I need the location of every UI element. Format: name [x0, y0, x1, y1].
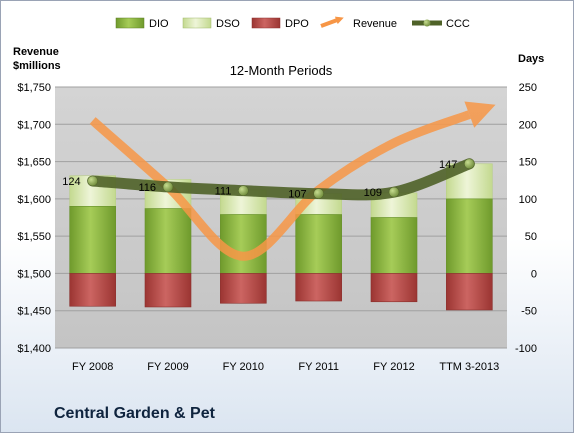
right-tick-label: 100 — [519, 194, 537, 206]
ccc-data-label: 124 — [62, 176, 80, 188]
right-tick-label: 150 — [519, 157, 537, 169]
ccc-line — [87, 158, 475, 201]
bar-dio — [370, 217, 418, 274]
bar-dpo — [295, 273, 342, 302]
ccc-data-label: 116 — [138, 182, 156, 194]
legend-label-ccc: CCC — [446, 18, 470, 30]
bar-dio — [295, 214, 342, 274]
gridlines — [55, 86, 507, 349]
legend-label-revenue: Revenue — [353, 18, 397, 30]
ccc-marker — [464, 158, 475, 170]
legend-swatch-dio — [115, 17, 145, 29]
revenue-line — [89, 110, 471, 261]
legend-swatch-revenue — [320, 16, 344, 28]
bar-dpo — [220, 273, 267, 304]
right-tick-label: -100 — [515, 343, 537, 355]
ccc-data-label: 111 — [215, 186, 232, 198]
left-tick-label: $1,750 — [17, 82, 51, 94]
bar-dpo — [144, 273, 192, 308]
left-axis-title-line1: Revenue — [13, 46, 59, 58]
bar-dpo — [370, 273, 418, 303]
right-axis-ticks: -100 -50 0 50 100 150 200 250 — [515, 82, 537, 355]
legend-swatch-dpo — [251, 17, 281, 29]
left-axis-ticks: $1,400 $1,450 $1,500 $1,550 $1,600 $1,650 $1,7… — [17, 82, 51, 355]
ccc-marker — [162, 181, 174, 193]
ccc-series: 124 116 111 107 109 147 — [62, 158, 475, 201]
ccc-marker — [238, 185, 249, 196]
bar-dio — [69, 206, 116, 274]
chart-subtitle: 12-Month Periods — [230, 63, 333, 78]
left-tick-label: $1,550 — [17, 231, 51, 243]
x-axis-label: FY 2009 — [147, 361, 188, 373]
left-tick-label: $1,600 — [17, 194, 51, 206]
legend-label-dpo: DPO — [285, 18, 309, 30]
left-tick-label: $1,700 — [17, 119, 51, 131]
left-tick-label: $1,450 — [17, 306, 51, 318]
revenue-arrowhead — [464, 101, 496, 128]
right-tick-label: 50 — [525, 231, 537, 243]
right-tick-label: 0 — [531, 268, 537, 280]
legend-label-dio: DIO — [149, 18, 169, 30]
x-axis-label: FY 2008 — [72, 361, 113, 373]
right-tick-label: 200 — [519, 119, 537, 131]
ccc-marker — [87, 175, 98, 187]
x-axis-label: FY 2011 — [298, 361, 339, 373]
bar-dio — [446, 198, 493, 274]
x-axis-label: FY 2010 — [223, 361, 264, 373]
legend-swatch-dso — [182, 17, 212, 29]
ccc-marker — [388, 186, 400, 198]
left-tick-label: $1,500 — [17, 268, 51, 280]
company-name: Central Garden & Pet — [54, 405, 215, 422]
bar-dpo — [69, 273, 116, 307]
x-axis-label: FY 2012 — [373, 361, 414, 373]
left-axis-title-line2: $millions — [13, 60, 61, 72]
ccc-marker — [313, 188, 324, 199]
right-tick-label: 250 — [519, 82, 537, 94]
revenue-series — [89, 101, 496, 261]
left-tick-label: $1,650 — [17, 157, 51, 169]
bar-dio — [220, 214, 267, 274]
right-tick-label: -50 — [521, 306, 537, 318]
ccc-data-label: 147 — [439, 159, 457, 171]
right-axis-title: Days — [518, 53, 544, 65]
legend: DIO DSO DPO Revenue CCC — [115, 16, 470, 30]
bar-dpo — [446, 273, 493, 311]
x-axis-labels: FY 2008 FY 2009 FY 2010 FY 2011 FY 2012 TTM 3… — [72, 361, 499, 373]
bar-dio — [144, 208, 192, 274]
legend-label-dso: DSO — [216, 18, 240, 30]
ccc-data-label: 107 — [288, 189, 306, 201]
legend-marker-ccc — [423, 19, 431, 27]
left-tick-label: $1,400 — [17, 343, 51, 355]
x-axis-label: TTM 3-2013 — [439, 361, 499, 373]
ccc-data-label: 109 — [364, 187, 382, 199]
